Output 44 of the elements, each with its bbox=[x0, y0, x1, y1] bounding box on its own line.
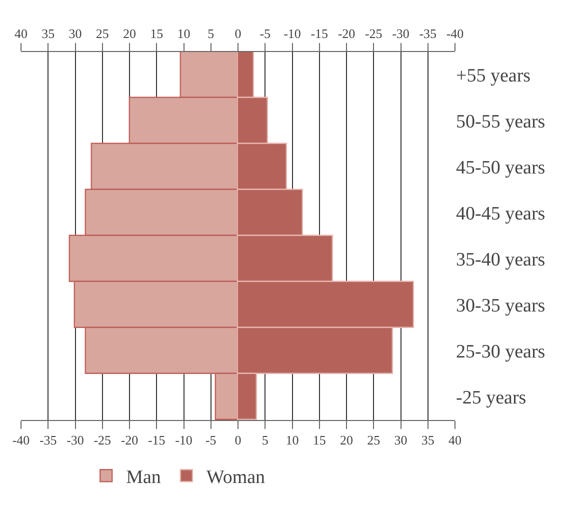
x-tick-label: -5 bbox=[205, 432, 216, 448]
x-tick-label: 25 bbox=[367, 432, 380, 448]
x2-tick-label: 40 bbox=[14, 26, 28, 41]
x2-tick-label: -30 bbox=[392, 26, 410, 41]
x2-tick-label: -40 bbox=[446, 26, 464, 41]
y-tick-label: 50-55 years bbox=[456, 112, 546, 133]
x2-tick-label: 25 bbox=[96, 26, 109, 41]
x2-tick-label: -25 bbox=[364, 26, 382, 41]
x-tick-label: 5 bbox=[262, 432, 268, 448]
y-tick-label: 25-30 years bbox=[456, 342, 546, 363]
x2-tick-label: -20 bbox=[338, 26, 356, 41]
x2-tick-label: 35 bbox=[42, 26, 55, 41]
x-tick-label: -40 bbox=[12, 432, 30, 448]
legend-label: Man bbox=[126, 467, 162, 488]
x2-tick-label: -5 bbox=[260, 26, 271, 41]
y-tick-label: 45-50 years bbox=[456, 158, 546, 179]
x-tick-label: 40 bbox=[448, 432, 462, 448]
x2-tick-label: -10 bbox=[284, 26, 301, 41]
y-tick-label: -25 years bbox=[456, 388, 526, 409]
x2-tick-label: 20 bbox=[123, 26, 136, 41]
y-tick-label: 40-45 years bbox=[456, 204, 546, 225]
x-tick-label: 30 bbox=[394, 432, 408, 448]
x2-tick-label: 30 bbox=[68, 26, 82, 41]
x-tick-label: 20 bbox=[340, 432, 353, 448]
x2-tick-label: 0 bbox=[234, 26, 242, 41]
x-tick-label: 15 bbox=[312, 432, 326, 448]
x-tick-label: -15 bbox=[148, 432, 166, 448]
x-tick-label: -20 bbox=[120, 432, 138, 448]
x-tick-label: -35 bbox=[39, 432, 57, 448]
x2-tick-label: 15 bbox=[150, 26, 164, 41]
x-tick-label: 10 bbox=[286, 432, 299, 448]
x-tick-label: -25 bbox=[94, 432, 112, 448]
x-tick-label: -30 bbox=[66, 432, 84, 448]
x-tick-label: 35 bbox=[421, 432, 434, 448]
x-tick-label: 0 bbox=[234, 432, 242, 448]
x2-tick-label: 10 bbox=[177, 26, 190, 41]
legend-label: Woman bbox=[206, 467, 266, 488]
y-tick-label: +55 years bbox=[456, 66, 531, 87]
x2-tick-label: 5 bbox=[208, 26, 214, 41]
x2-tick-label: -35 bbox=[419, 26, 437, 41]
y-tick-label: 35-40 years bbox=[456, 250, 546, 271]
y-tick-label: 30-35 years bbox=[456, 296, 546, 317]
x2-tick-label: -15 bbox=[310, 26, 328, 41]
x-tick-label: -10 bbox=[175, 432, 192, 448]
